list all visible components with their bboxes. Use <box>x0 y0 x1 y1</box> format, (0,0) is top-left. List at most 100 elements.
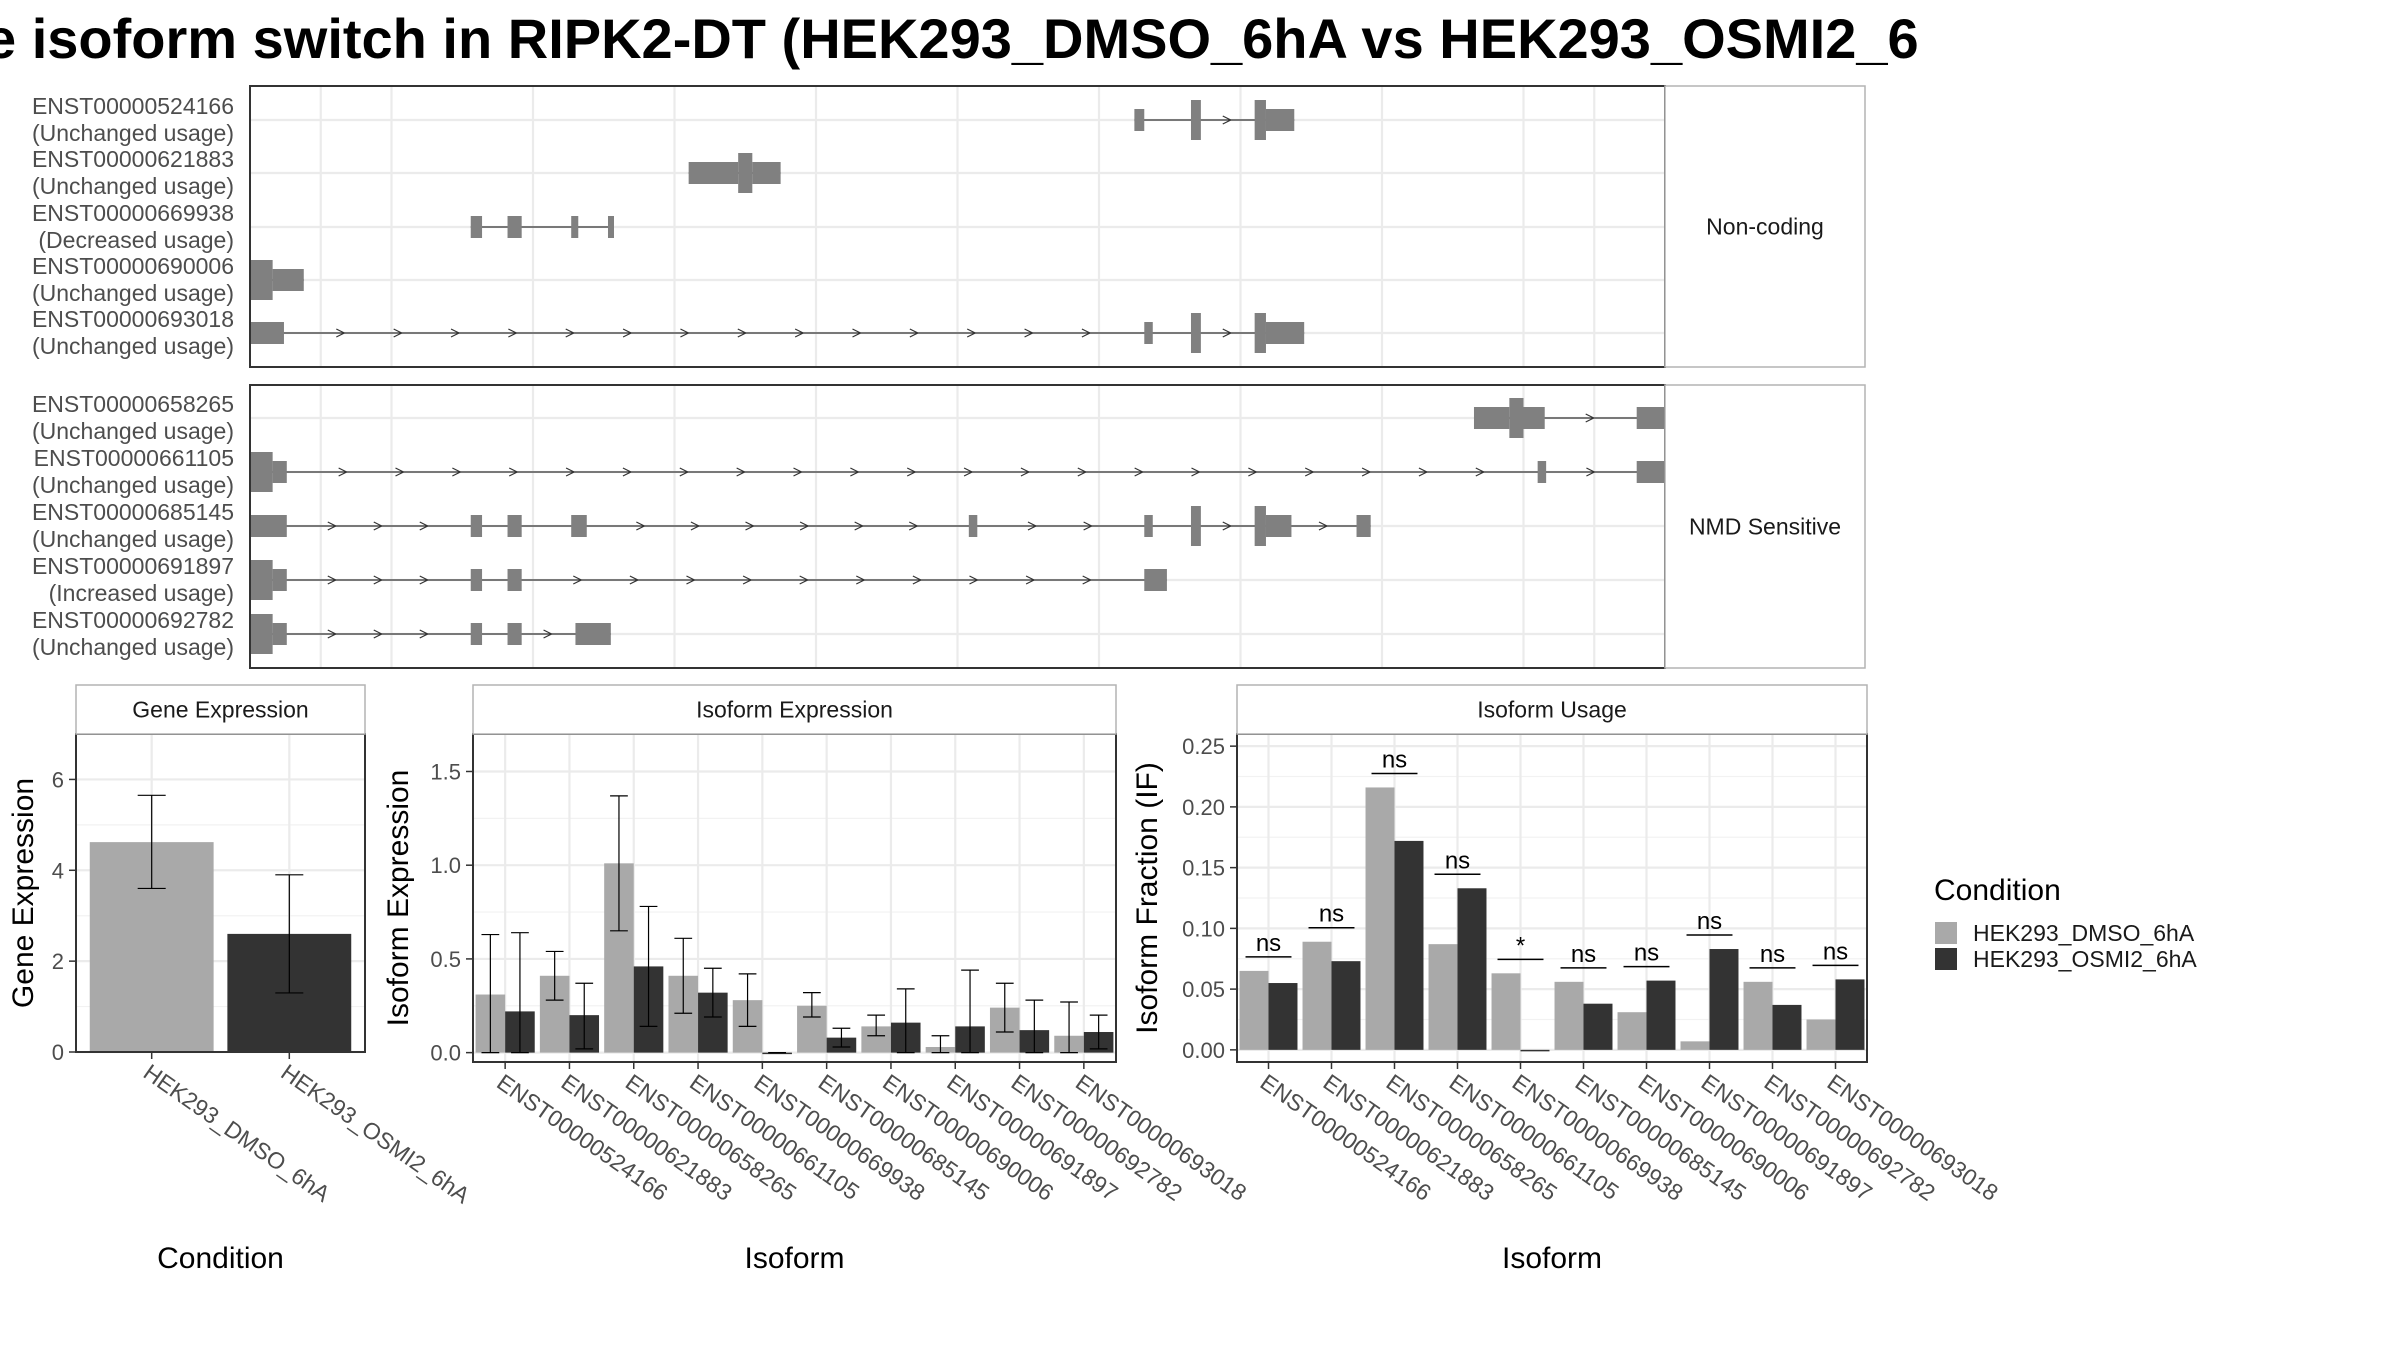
exon-block <box>571 216 579 238</box>
intron-direction-arrow <box>573 575 583 585</box>
bar-HEK293_DMSO_6hA-ENST00000690006 <box>1617 1012 1647 1050</box>
y-tick-label: 0.00 <box>1182 1038 1225 1063</box>
transcript-usage-label: (Unchanged usage) <box>32 526 234 552</box>
intron-direction-arrow <box>1024 328 1034 338</box>
intron-direction-arrow <box>327 575 338 585</box>
exon-block <box>1265 109 1295 131</box>
transcript-usage-label: (Decreased usage) <box>38 227 234 253</box>
intron-direction-arrow <box>395 467 405 477</box>
bar-HEK293_DMSO_6hA-ENST00000693018 <box>1806 1019 1836 1050</box>
intron-direction-arrow <box>622 467 633 477</box>
significance-label: ns <box>1697 908 1722 935</box>
exon-block <box>1144 515 1153 537</box>
intron-direction-arrow <box>373 629 384 639</box>
exon-block <box>1523 407 1545 429</box>
intron-direction-arrow <box>508 328 518 338</box>
intron-direction-arrow <box>1191 467 1201 477</box>
bar-HEK293_DMSO_6hA-ENST00000691897 <box>1680 1041 1710 1050</box>
y-tick-label: 0.05 <box>1182 977 1225 1002</box>
bar-HEK293_DMSO_6hA-ENST00000524166 <box>1239 970 1269 1050</box>
intron-direction-arrow <box>419 575 430 585</box>
bar-HEK293_OSMI2_6hA-ENST00000685145 <box>1583 1003 1613 1050</box>
plot-title: e isoform switch in RIPK2-DT (HEK293_DMS… <box>0 7 1919 70</box>
transcript-usage-label: (Unchanged usage) <box>32 120 234 146</box>
intron-direction-arrow <box>1304 467 1315 477</box>
intron-direction-arrow <box>419 629 430 639</box>
intron-direction-arrow <box>1083 521 1093 531</box>
transcript-panel-nmd-sensitive: ENST00000658265(Unchanged usage)ENST0000… <box>32 384 1866 669</box>
exon-block <box>1190 313 1201 353</box>
intron-direction-arrow <box>854 521 865 531</box>
exon-block <box>507 623 522 645</box>
transcript-id-label: ENST00000621883 <box>32 146 234 172</box>
exon-block <box>507 569 522 591</box>
bar-HEK293_OSMI2_6hA-ENST00000658265 <box>1394 840 1424 1050</box>
transcript-id-label: ENST00000658265 <box>32 391 234 417</box>
exon-block <box>272 569 287 591</box>
panel-strip <box>75 684 366 735</box>
intron-direction-arrow <box>1585 413 1596 423</box>
title-container: e isoform switch in RIPK2-DT (HEK293_DMS… <box>0 0 2400 80</box>
y-tick-label: 1.5 <box>430 759 461 784</box>
exon-block <box>1190 100 1201 140</box>
transcript-usage-label: (Unchanged usage) <box>32 472 234 498</box>
legend-swatch <box>1935 922 1957 944</box>
intron-direction-arrow <box>793 467 803 477</box>
intron-direction-arrow <box>1318 521 1329 531</box>
transcript-id-label: ENST00000691897 <box>32 553 234 579</box>
intron-direction-arrow <box>1222 328 1233 338</box>
bar-HEK293_OSMI2_6hA-ENST00000691897 <box>1709 949 1739 1050</box>
exon-block <box>1190 506 1201 546</box>
significance-label: ns <box>1760 941 1785 968</box>
exon-block <box>272 269 304 291</box>
exon-block <box>272 623 287 645</box>
bar-HEK293_DMSO_6hA-ENST00000669938 <box>1491 973 1521 1050</box>
x-axis-title: Isoform <box>1502 1242 1602 1275</box>
significance-label: ns <box>1445 847 1470 874</box>
significance-label: ns <box>1382 746 1407 773</box>
exon-block <box>250 452 273 492</box>
intron-direction-arrow <box>969 575 979 585</box>
y-axis-title: Isoform Expression <box>382 770 415 1027</box>
significance-label: * <box>1516 932 1525 959</box>
intron-direction-arrow <box>373 521 384 531</box>
bar-HEK293_DMSO_6hA-ENST00000658265 <box>1365 787 1395 1050</box>
intron-direction-arrow <box>679 467 690 477</box>
intron-direction-arrow <box>736 467 746 477</box>
panel-strip <box>472 684 1117 735</box>
y-tick-label: 0.20 <box>1182 795 1225 820</box>
intron-direction-arrow <box>629 575 640 585</box>
y-tick-label: 4 <box>52 858 64 883</box>
exon-block <box>1254 100 1266 140</box>
intron-direction-arrow <box>680 328 690 338</box>
y-axis-title: Isoform Fraction (IF) <box>1131 762 1164 1034</box>
transcript-usage-label: (Unchanged usage) <box>32 634 234 660</box>
transcript-usage-label: (Unchanged usage) <box>32 418 234 444</box>
bar-HEK293_OSMI2_6hA-ENST00000692782 <box>1772 1004 1802 1050</box>
intron-direction-arrow <box>1134 467 1144 477</box>
transcript-usage-label: (Unchanged usage) <box>32 280 234 306</box>
significance-label: ns <box>1571 941 1596 968</box>
transcript-usage-label: (Unchanged usage) <box>32 333 234 359</box>
y-axis-title: Gene Expression <box>7 778 40 1008</box>
transcript-usage-label: (Increased usage) <box>49 580 234 606</box>
intron-direction-arrow <box>1020 467 1031 477</box>
bar-HEK293_DMSO_6hA-ENST00000685145 <box>1554 981 1584 1050</box>
bar-HEK293_OSMI2_6hA-ENST00000693018 <box>1835 979 1865 1050</box>
intron-direction-arrow <box>336 328 346 338</box>
y-tick-label: 0 <box>52 1040 64 1065</box>
y-tick-label: 0.10 <box>1182 916 1225 941</box>
x-axis-title: Isoform <box>744 1242 844 1275</box>
transcript-id-label: ENST00000690006 <box>32 253 234 279</box>
x-axis-title: Condition <box>157 1242 284 1275</box>
intron-direction-arrow <box>543 629 553 639</box>
bar-HEK293_DMSO_6hA-ENST00000621883 <box>1302 941 1332 1050</box>
transcript-id-label: ENST00000524166 <box>32 93 234 119</box>
bar-HEK293_OSMI2_6hA-ENST00000621883 <box>1331 961 1361 1050</box>
legend-label: HEK293_DMSO_6hA <box>1973 920 2195 946</box>
intron-direction-arrow <box>690 521 701 531</box>
intron-direction-arrow <box>1081 328 1092 338</box>
intron-direction-arrow <box>745 521 755 531</box>
intron-direction-arrow <box>686 575 696 585</box>
